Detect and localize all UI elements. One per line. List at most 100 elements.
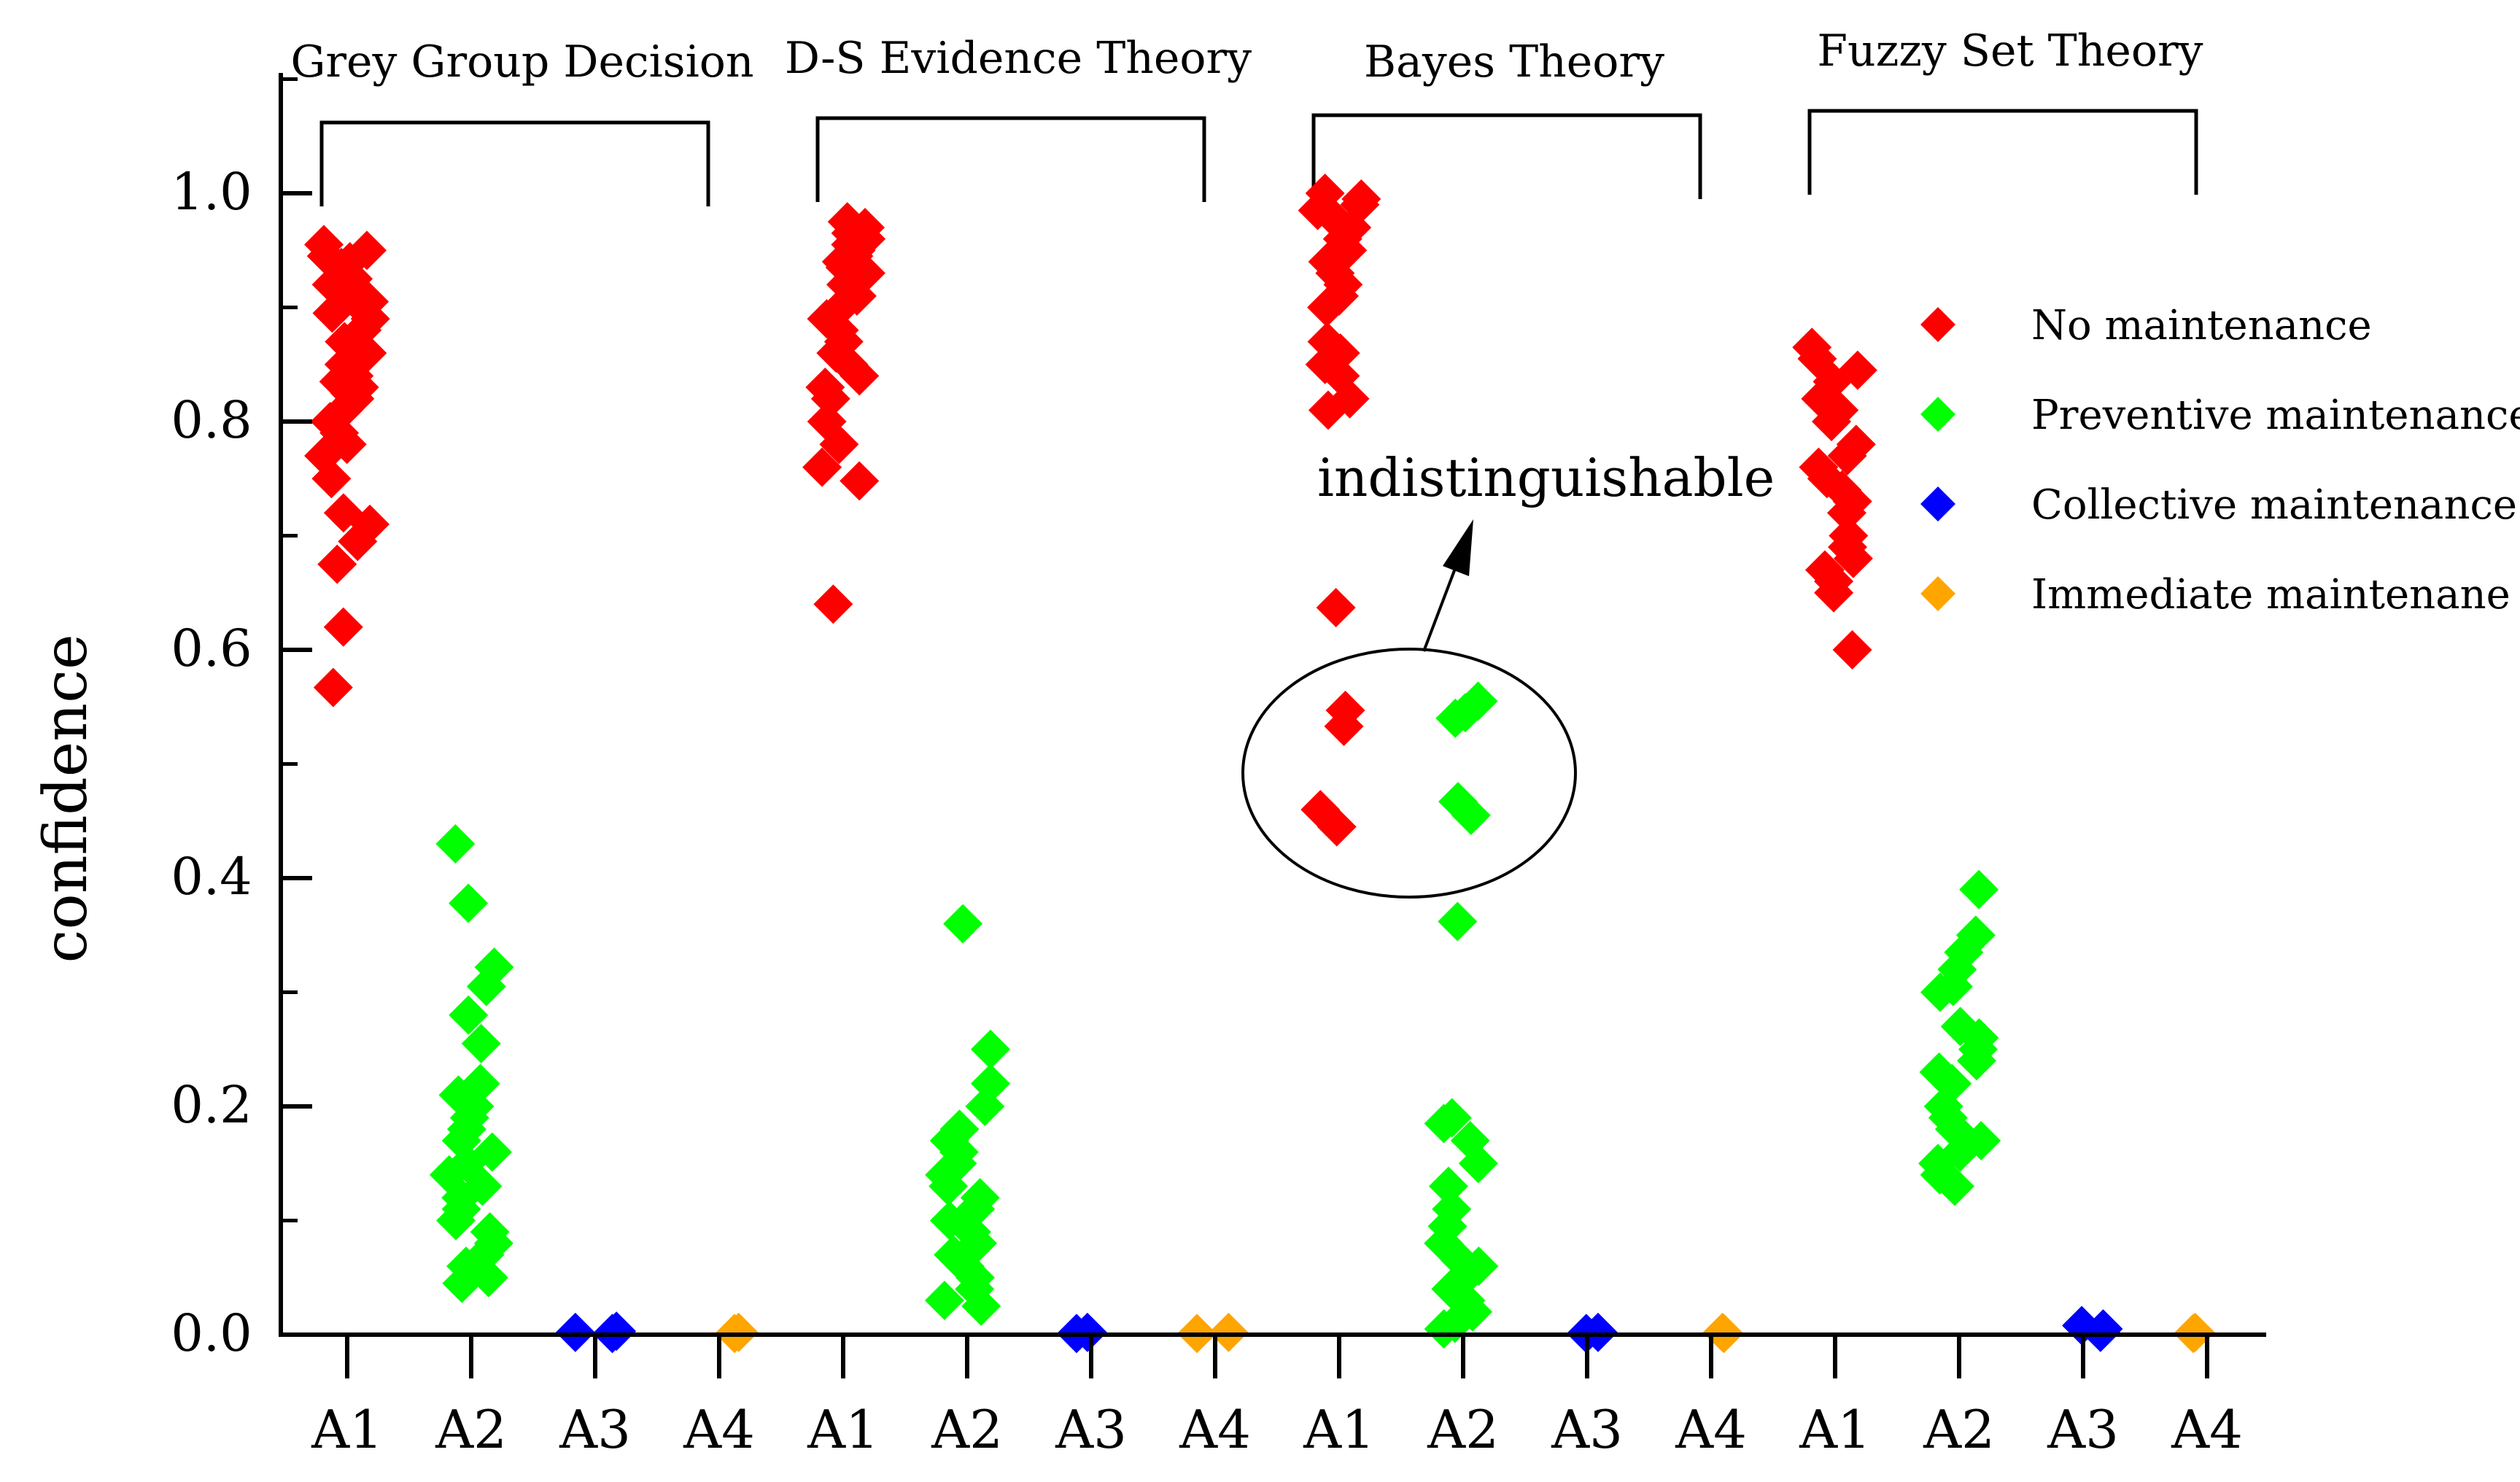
point-preventive-maintenance [466, 966, 506, 1006]
legend-marker-collective-maintenance [1920, 486, 1955, 521]
point-no-maintenance [1814, 573, 1854, 613]
point-preventive-maintenance [436, 1200, 476, 1241]
annotation-ellipse [1241, 648, 1577, 899]
legend-label-preventive-maintenance: Preventive maintenance [2031, 392, 2520, 439]
y-axis-label: confidence [31, 634, 101, 963]
point-immediate-maintenane [1209, 1312, 1249, 1352]
legend: No maintenance Preventive maintenance Coll… [1920, 302, 2520, 618]
y-tick-label: 0.2 [171, 1075, 252, 1135]
point-no-maintenance [1826, 493, 1866, 533]
point-no-maintenance [317, 544, 357, 584]
x-tick-label-a3: A3 [559, 1399, 631, 1460]
point-preventive-maintenance [1451, 795, 1491, 835]
group-brackets: Grey Group Decision D-S Evidence Theory Ba… [290, 26, 2203, 206]
legend-marker-no-maintenance [1920, 307, 1955, 342]
annotation-arrow-head [1443, 519, 1473, 576]
point-preventive-maintenance [449, 995, 489, 1035]
group-title: D-S Evidence Theory [785, 33, 1252, 84]
point-no-maintenance [1308, 390, 1348, 430]
point-collective-maintenance [555, 1312, 595, 1352]
point-preventive-maintenance [1934, 1166, 1974, 1206]
group-bracket [319, 120, 710, 206]
legend-label-collective-maintenance: Collective maintenance [2031, 481, 2517, 529]
point-collective-maintenance [2080, 1312, 2120, 1352]
legend-marker-preventive-maintenance [1920, 397, 1955, 432]
group-bracket [815, 116, 1206, 202]
group-title: Bayes Theory [1364, 36, 1664, 88]
point-preventive-maintenance [924, 1281, 964, 1321]
y-tick-label: 0.0 [171, 1303, 252, 1363]
point-preventive-maintenance [943, 904, 983, 944]
point-preventive-maintenance [435, 824, 476, 864]
point-preventive-maintenance [965, 1087, 1005, 1126]
point-preventive-maintenance [928, 1166, 969, 1206]
x-tick-label-a3: A3 [1055, 1399, 1127, 1460]
legend-label-immediate-maintenane: Immediate maintenane [2031, 571, 2511, 618]
point-no-maintenance [1827, 435, 1867, 476]
point-no-maintenance [311, 459, 352, 499]
point-no-maintenance [1316, 588, 1356, 628]
x-tick-label-a2: A2 [1923, 1399, 1995, 1460]
point-no-maintenance [1307, 287, 1347, 327]
legend-label-no-maintenance: No maintenance [2031, 302, 2372, 349]
y-tick-label: 1.0 [171, 162, 252, 222]
point-no-maintenance [1833, 538, 1873, 578]
point-no-maintenance [819, 424, 859, 465]
x-tick-label-a1: A1 [311, 1399, 383, 1460]
y-tick-label: 0.6 [171, 618, 252, 678]
x-tick-label-a1: A1 [1799, 1399, 1871, 1460]
point-preventive-maintenance [468, 1257, 508, 1297]
x-tick-label-a4: A4 [2171, 1399, 2243, 1460]
point-preventive-maintenance [1959, 869, 1999, 909]
axes [279, 73, 2266, 1337]
point-preventive-maintenance [1438, 901, 1478, 942]
y-tick-label: 0.4 [171, 847, 252, 907]
annotation-label: indistinguishable [1317, 447, 1775, 508]
x-tick-label-a4: A4 [683, 1399, 755, 1460]
point-preventive-maintenance [961, 1286, 1001, 1326]
point-no-maintenance [813, 584, 853, 624]
annotation: indistinguishable [1241, 447, 1775, 899]
group-title: Grey Group Decision [290, 36, 753, 88]
annotation-arrow-line [1422, 566, 1457, 652]
x-tick-label-a2: A2 [931, 1399, 1003, 1460]
x-tick-label-a4: A4 [1179, 1399, 1251, 1460]
point-no-maintenance [802, 447, 842, 487]
y-tick-label: 0.8 [171, 390, 252, 450]
point-preventive-maintenance [1920, 972, 1960, 1012]
point-preventive-maintenance [442, 1263, 482, 1303]
legend-marker-immediate-maintenane [1920, 576, 1955, 611]
point-no-maintenance [1832, 630, 1872, 670]
point-preventive-maintenance [461, 1023, 501, 1063]
point-no-maintenance [1812, 402, 1852, 441]
x-ticks: A1 A2 A3 A4 A1 A2 A3 A4 A1 A2 A3 A4 A1 A2 A3 A4 [311, 1335, 2243, 1460]
point-preventive-maintenance [1424, 1103, 1464, 1144]
x-tick-label-a3: A3 [2047, 1399, 2119, 1460]
x-tick-label-a1: A1 [1303, 1399, 1375, 1460]
data-points [304, 174, 2215, 1354]
point-preventive-maintenance [449, 883, 489, 923]
point-no-maintenance [312, 293, 352, 333]
x-tick-label-a4: A4 [1675, 1399, 1747, 1460]
point-preventive-maintenance [1435, 698, 1476, 738]
point-no-maintenance [338, 521, 378, 562]
x-tick-label-a1: A1 [807, 1399, 879, 1460]
point-no-maintenance [840, 461, 880, 501]
point-no-maintenance [313, 667, 353, 707]
group-title: Fuzzy Set Theory [1817, 26, 2203, 77]
point-preventive-maintenance [970, 1029, 1010, 1069]
x-tick-label-a2: A2 [435, 1399, 507, 1460]
x-tick-label-a3: A3 [1551, 1399, 1623, 1460]
point-preventive-maintenance [1424, 1309, 1464, 1349]
point-preventive-maintenance [1956, 1041, 1996, 1081]
point-no-maintenance [1317, 807, 1357, 847]
group-bracket [1807, 109, 2198, 195]
point-no-maintenance [1324, 706, 1364, 746]
point-preventive-maintenance [1458, 1144, 1498, 1184]
point-no-maintenance [323, 607, 363, 647]
group-bracket [1311, 113, 1702, 199]
y-ticks: 0.0 0.2 0.4 0.6 0.8 1.0 [171, 77, 312, 1363]
point-no-maintenance [840, 356, 880, 396]
x-tick-label-a2: A2 [1427, 1399, 1499, 1460]
